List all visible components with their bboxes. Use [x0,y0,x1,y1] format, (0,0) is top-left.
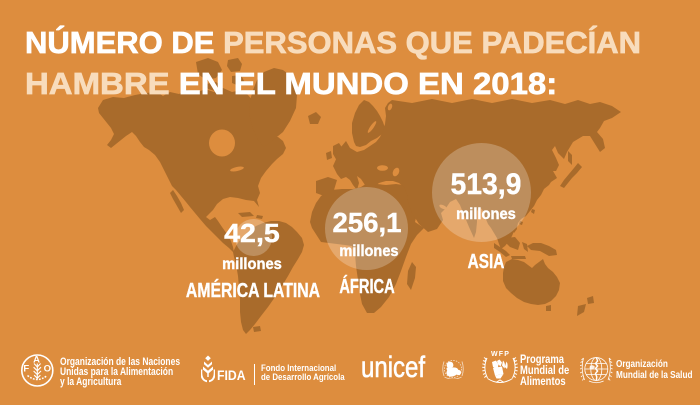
svg-text:O: O [44,363,51,374]
svg-text:F: F [23,363,29,374]
svg-text:A: A [33,354,40,365]
